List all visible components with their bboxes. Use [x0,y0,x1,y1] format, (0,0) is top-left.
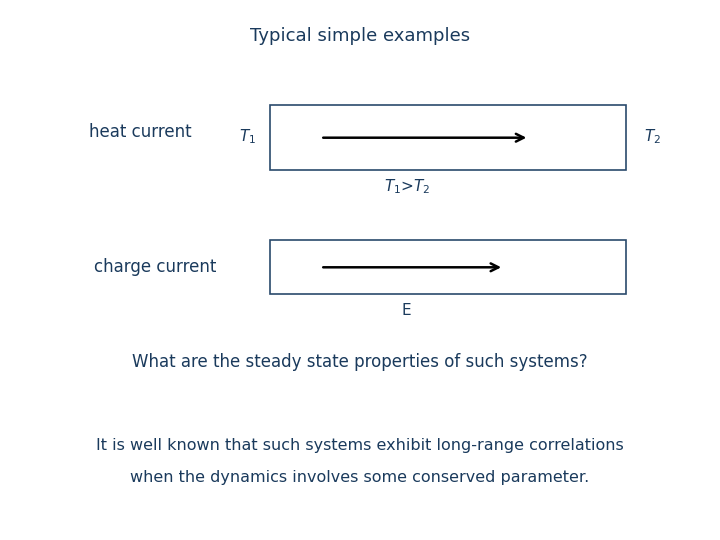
Text: heat current: heat current [89,123,192,141]
Text: charge current: charge current [94,258,216,276]
Bar [270,240,626,294]
Text: What are the steady state properties of such systems?: What are the steady state properties of … [132,353,588,371]
Text: It is well known that such systems exhibit long-range correlations: It is well known that such systems exhib… [96,438,624,453]
Text: Typical simple examples: Typical simple examples [250,27,470,45]
Text: when the dynamics involves some conserved parameter.: when the dynamics involves some conserve… [130,470,590,485]
Text: $T_1$>$T_2$: $T_1$>$T_2$ [384,177,430,195]
Text: $T_2$: $T_2$ [644,127,662,146]
Text: E: E [402,303,412,318]
Bar [270,105,626,170]
Text: $T_1$: $T_1$ [238,127,256,146]
